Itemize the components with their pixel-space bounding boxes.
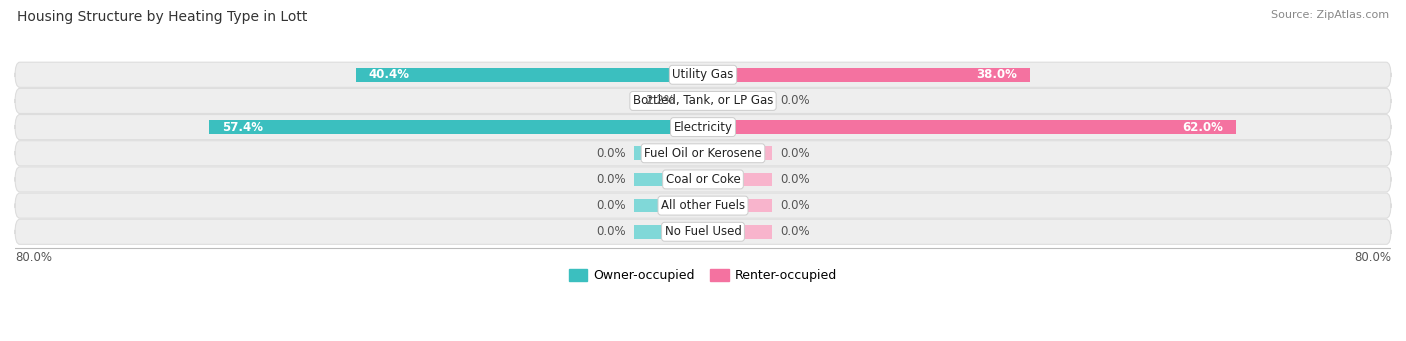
Text: 2.2%: 2.2%	[645, 94, 675, 107]
Bar	[703, 173, 772, 186]
Text: 0.0%: 0.0%	[596, 225, 626, 238]
Text: 38.0%: 38.0%	[976, 68, 1017, 81]
FancyBboxPatch shape	[15, 167, 1391, 192]
Text: Electricity: Electricity	[673, 121, 733, 134]
FancyBboxPatch shape	[15, 219, 1391, 244]
Text: Bottled, Tank, or LP Gas: Bottled, Tank, or LP Gas	[633, 94, 773, 107]
FancyBboxPatch shape	[15, 115, 1391, 140]
Bar	[703, 120, 1236, 134]
Bar	[634, 199, 703, 212]
Text: 40.4%: 40.4%	[368, 68, 409, 81]
Bar	[634, 147, 703, 160]
Bar	[703, 68, 1029, 81]
FancyBboxPatch shape	[15, 193, 1391, 218]
Bar	[685, 94, 703, 108]
Text: No Fuel Used: No Fuel Used	[665, 225, 741, 238]
Bar	[356, 68, 703, 81]
Text: 57.4%: 57.4%	[222, 121, 263, 134]
Bar	[703, 147, 772, 160]
Legend: Owner-occupied, Renter-occupied: Owner-occupied, Renter-occupied	[564, 264, 842, 287]
Text: 0.0%: 0.0%	[596, 199, 626, 212]
Text: 0.0%: 0.0%	[780, 199, 810, 212]
Text: Coal or Coke: Coal or Coke	[665, 173, 741, 186]
FancyBboxPatch shape	[15, 141, 1391, 166]
Text: Fuel Oil or Kerosene: Fuel Oil or Kerosene	[644, 147, 762, 160]
Bar	[703, 225, 772, 239]
Text: Housing Structure by Heating Type in Lott: Housing Structure by Heating Type in Lot…	[17, 10, 308, 24]
Text: All other Fuels: All other Fuels	[661, 199, 745, 212]
Bar	[703, 94, 772, 108]
FancyBboxPatch shape	[15, 88, 1391, 114]
Text: 0.0%: 0.0%	[780, 94, 810, 107]
Text: 80.0%: 80.0%	[1354, 251, 1391, 264]
Bar	[209, 120, 703, 134]
Text: Utility Gas: Utility Gas	[672, 68, 734, 81]
Bar	[703, 199, 772, 212]
FancyBboxPatch shape	[15, 62, 1391, 87]
Text: 0.0%: 0.0%	[780, 225, 810, 238]
Text: 62.0%: 62.0%	[1182, 121, 1223, 134]
Text: 0.0%: 0.0%	[780, 173, 810, 186]
Text: 80.0%: 80.0%	[15, 251, 52, 264]
Text: 0.0%: 0.0%	[780, 147, 810, 160]
Text: 0.0%: 0.0%	[596, 147, 626, 160]
Bar	[634, 173, 703, 186]
Text: Source: ZipAtlas.com: Source: ZipAtlas.com	[1271, 10, 1389, 20]
Text: 0.0%: 0.0%	[596, 173, 626, 186]
Bar	[634, 225, 703, 239]
